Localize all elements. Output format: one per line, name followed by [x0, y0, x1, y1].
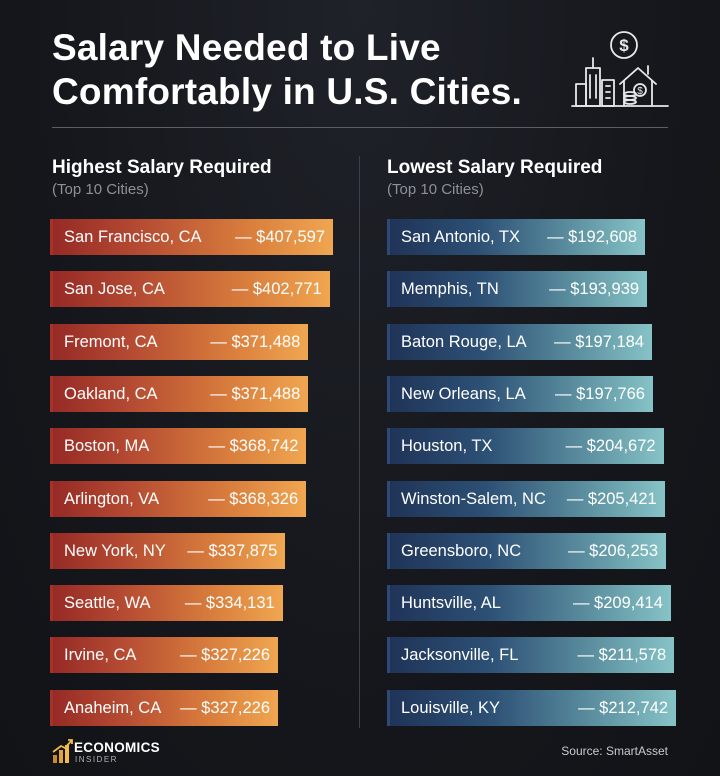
bar-low-2: Baton Rouge, LA — $197,184	[387, 323, 653, 360]
bar-city-label: Arlington, VA	[64, 489, 160, 508]
bar-city-label: Jacksonville, FL	[401, 646, 519, 665]
logo-name: ECONOMICS	[74, 740, 160, 755]
bar-high-0: San Francisco, CA — $407,597	[50, 219, 333, 255]
bar-city-label: Boston, MA	[64, 437, 150, 456]
bar-value-label: — $205,421	[566, 489, 657, 508]
column-divider	[359, 156, 360, 728]
bar-city-label: San Jose, CA	[64, 280, 165, 299]
bar-high-3: Oakland, CA — $371,488	[50, 375, 309, 412]
bar-low-7: Huntsville, AL — $209,414	[387, 585, 671, 622]
bar-city-label: Houston, TX	[401, 437, 493, 456]
title-divider	[52, 127, 668, 128]
bar-low-9: Louisville, KY — $212,742	[387, 689, 676, 726]
lowest-heading: Lowest Salary Required	[387, 157, 603, 178]
svg-text:$: $	[637, 86, 643, 97]
bar-value-label: — $371,488	[210, 384, 301, 403]
bar-value-label: — $193,939	[549, 280, 640, 299]
lowest-subheading: (Top 10 Cities)	[387, 181, 484, 198]
logo-subname: INSIDER	[75, 755, 118, 764]
bar-high-4: Boston, MA — $368,742	[50, 428, 307, 465]
bar-city-label: Memphis, TN	[401, 280, 499, 299]
bar-value-label: — $211,578	[577, 646, 667, 665]
bar-high-6: New York, NY — $337,875	[50, 532, 286, 569]
bar-city-label: New York, NY	[64, 541, 166, 560]
bar-city-label: Louisville, KY	[401, 698, 501, 717]
bar-value-label: — $402,771	[231, 280, 322, 299]
bar-city-label: Fremont, CA	[64, 332, 158, 351]
bar-low-8: Jacksonville, FL — $211,578	[387, 637, 675, 674]
bar-value-label: — $206,253	[568, 541, 658, 560]
highest-column-header: Highest Salary Required (Top 10 Cities)	[52, 156, 272, 200]
city-skyline-dollar-icon: $ $	[571, 31, 669, 107]
bar-low-4: Houston, TX — $204,672	[387, 428, 664, 465]
bar-value-label: — $334,131	[184, 594, 275, 613]
highest-heading: Highest Salary Required	[52, 157, 272, 178]
lowest-column-header: Lowest Salary Required (Top 10 Cities)	[387, 156, 602, 200]
bar-city-label: New Orleans, LA	[401, 384, 526, 403]
bar-value-label: — $327,226	[180, 698, 270, 717]
bar-city-label: Greensboro, NC	[401, 541, 522, 560]
bar-value-label: — $407,597	[235, 228, 325, 246]
bar-value-label: — $204,672	[565, 437, 656, 456]
bar-city-label: San Francisco, CA	[64, 228, 202, 246]
bar-high-5: Arlington, VA — $368,326	[50, 480, 307, 517]
bar-value-label: — $327,226	[180, 646, 270, 665]
bar-high-8: Irvine, CA — $327,226	[50, 637, 278, 674]
bar-value-label: — $368,326	[208, 489, 299, 508]
bar-city-label: Oakland, CA	[64, 384, 158, 403]
bar-city-label: Seattle, WA	[64, 594, 151, 613]
bar-chart-logo-icon	[52, 739, 73, 763]
source-note: Source: SmartAsset	[561, 744, 668, 758]
title-line-1: Salary Needed to Live	[52, 27, 441, 68]
bar-value-label: — $337,875	[187, 541, 278, 560]
title-line-2: Comfortably in U.S. Cities.	[52, 71, 523, 112]
svg-text:$: $	[619, 36, 629, 55]
highest-subheading: (Top 10 Cities)	[52, 181, 149, 198]
bar-value-label: — $368,742	[208, 437, 299, 456]
bar-city-label: Anaheim, CA	[64, 698, 162, 717]
bar-city-label: Baton Rouge, LA	[401, 332, 527, 351]
bar-high-1: San Jose, CA — $402,771	[50, 271, 330, 308]
bar-value-label: — $371,488	[210, 332, 301, 351]
bar-value-label: — $197,184	[554, 332, 645, 351]
bar-city-label: San Antonio, TX	[401, 228, 520, 246]
bar-city-label: Huntsville, AL	[401, 594, 501, 613]
bar-low-0: San Antonio, TX — $192,608	[387, 219, 645, 255]
bar-high-2: Fremont, CA — $371,488	[50, 323, 309, 360]
bar-low-3: New Orleans, LA — $197,766	[387, 375, 653, 412]
bar-value-label: — $197,766	[555, 384, 645, 403]
bar-value-label: — $212,742	[578, 698, 668, 717]
bar-low-5: Winston-Salem, NC — $205,421	[387, 480, 665, 517]
bar-value-label: — $209,414	[572, 594, 663, 613]
page-title: Salary Needed to Live Comfortably in U.S…	[52, 26, 522, 114]
bar-city-label: Winston-Salem, NC	[401, 489, 546, 508]
bar-high-7: Seattle, WA — $334,131	[50, 585, 283, 622]
bar-value-label: — $192,608	[547, 228, 637, 246]
bar-low-6: Greensboro, NC — $206,253	[387, 532, 666, 569]
bar-low-1: Memphis, TN — $193,939	[387, 271, 648, 308]
bar-high-9: Anaheim, CA — $327,226	[50, 689, 278, 726]
bar-city-label: Irvine, CA	[64, 646, 137, 665]
